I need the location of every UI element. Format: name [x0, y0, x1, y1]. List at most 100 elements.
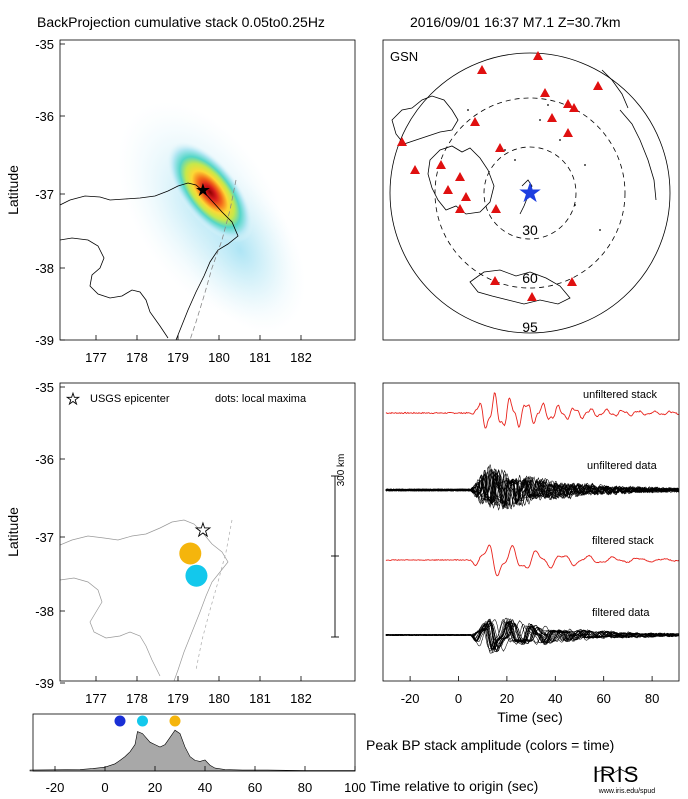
station-triangle: [593, 81, 603, 90]
x-tick-label: 40: [548, 691, 562, 706]
y-tick-label: -38: [35, 604, 54, 619]
scale-bar: [331, 475, 339, 638]
plot-frame: [32, 713, 356, 772]
ring-label: 95: [522, 319, 538, 335]
waveform-trace: [385, 544, 679, 577]
ring-label: 60: [522, 270, 538, 286]
waveform-trace: [385, 392, 679, 429]
station-triangle: [540, 88, 550, 97]
x-tick-label: 178: [126, 350, 148, 365]
y-tick-label: -36: [35, 109, 54, 124]
y-axis: -35 -36 -37 -38 -39: [35, 380, 65, 691]
x-tick-label: 178: [126, 691, 148, 706]
amplitude-caption: Peak BP stack amplitude (colors = time): [366, 737, 614, 753]
x-axis-label: Time (sec): [497, 709, 563, 725]
iris-logo-text: IRIS: [593, 762, 640, 787]
station-triangle: [470, 117, 480, 126]
station-triangle: [410, 165, 420, 174]
trench-line: [195, 519, 233, 671]
x-tick-label: 20: [500, 691, 514, 706]
legend-dots: dots: local maxima: [215, 393, 307, 405]
scatter-islands: [467, 104, 601, 231]
local-maxima-panel: ★ ★ USGS epicenter dots: local maxima 30…: [5, 380, 356, 706]
y-axis-label: Latitude: [5, 507, 21, 557]
station-triangle: [533, 51, 543, 60]
station-triangle: [455, 172, 465, 181]
plot-frame: [59, 382, 356, 682]
stations: [397, 51, 603, 301]
waveform-trace: [385, 622, 679, 650]
y-tick-label: -38: [35, 261, 54, 276]
y-tick-label: -37: [35, 530, 54, 545]
station-triangle: [436, 160, 446, 169]
y-tick-label: -36: [35, 452, 54, 467]
x-axis-label: Time relative to origin (sec): [370, 778, 538, 794]
plot-frame: [382, 382, 680, 682]
x-tick-label: 100: [344, 780, 366, 795]
station-triangle: [455, 204, 465, 213]
x-tick-label: 182: [290, 691, 312, 706]
waveform-panel: unfiltered stack unfiltered data filtere…: [382, 382, 680, 725]
scale-label: 300 km: [336, 454, 347, 487]
x-tick-label: 179: [167, 691, 189, 706]
epicenter-star: ★: [195, 180, 211, 200]
station-triangle: [567, 277, 577, 286]
waveform-trace: [385, 465, 679, 510]
australia-outline: [427, 145, 495, 215]
maximum-dot: [185, 564, 208, 587]
x-tick-label: 182: [290, 350, 312, 365]
y-tick-label: -35: [35, 37, 54, 52]
time-dot: [169, 715, 181, 727]
network-label: GSN: [390, 49, 418, 64]
ring-label: 30: [522, 222, 538, 238]
x-tick-label: 60: [248, 780, 262, 795]
backprojection-map-panel: ★ -35 -36 -37 -38 -39 177 178 179 180 181 182 Lat…: [5, 37, 356, 365]
x-tick-label: 179: [167, 350, 189, 365]
figure-title: BackProjection cumulative stack 0.05to0.…: [37, 14, 325, 30]
station-triangle: [397, 137, 407, 146]
waveform-trace: [385, 618, 679, 652]
x-tick-label: 80: [298, 780, 312, 795]
coastline: [60, 182, 239, 340]
x-tick-label: 177: [85, 691, 107, 706]
station-triangle: [461, 192, 471, 201]
station-triangle: [495, 143, 505, 152]
ring-30: [483, 146, 577, 240]
iris-logo: IRIS www.iris.edu/spud: [593, 762, 656, 795]
station-triangle: [547, 113, 557, 122]
y-axis-label: Latitude: [5, 165, 21, 215]
nz-outline: [519, 179, 533, 215]
y-tick-label: -35: [35, 380, 54, 395]
x-tick-label: 0: [455, 691, 462, 706]
maxima-dots: [179, 542, 208, 587]
time-dot: [137, 715, 148, 727]
coastline: [60, 519, 229, 681]
y-tick-label: -39: [35, 333, 54, 348]
amplitude-panel: -20 0 20 40 60 80 100 Peak BP stack amplitude …: [29, 713, 614, 795]
x-tick-label: 80: [645, 691, 659, 706]
event-info: 2016/09/01 16:37 M7.1 Z=30.7km: [410, 14, 621, 30]
trace-label: unfiltered data: [587, 460, 658, 472]
x-axis: 177 178 179 180 181 182: [85, 335, 312, 365]
maximum-dot: [179, 542, 202, 565]
antarctica-outline: [469, 269, 571, 305]
x-axis: -20 0 20 40 60 80 100: [46, 766, 366, 795]
x-tick-label: -20: [401, 691, 420, 706]
y-tick-label: -37: [35, 187, 54, 202]
station-triangle: [527, 292, 537, 301]
station-triangle: [563, 99, 573, 108]
trace-label: filtered data: [592, 607, 650, 619]
x-axis: -20 0 20 40 60 80: [401, 676, 659, 706]
waveform-trace: [385, 472, 679, 506]
iris-logo-url: www.iris.edu/spud: [598, 788, 656, 795]
amplitude-area: [29, 729, 356, 772]
plot-frame: [59, 39, 356, 341]
time-dots: [114, 715, 181, 727]
x-tick-label: 181: [249, 350, 271, 365]
ring-95: [389, 52, 671, 334]
y-tick-label: -39: [35, 676, 54, 691]
legend-star-icon: ★: [66, 391, 79, 408]
trench-line: [189, 179, 237, 340]
x-tick-label: 60: [596, 691, 610, 706]
